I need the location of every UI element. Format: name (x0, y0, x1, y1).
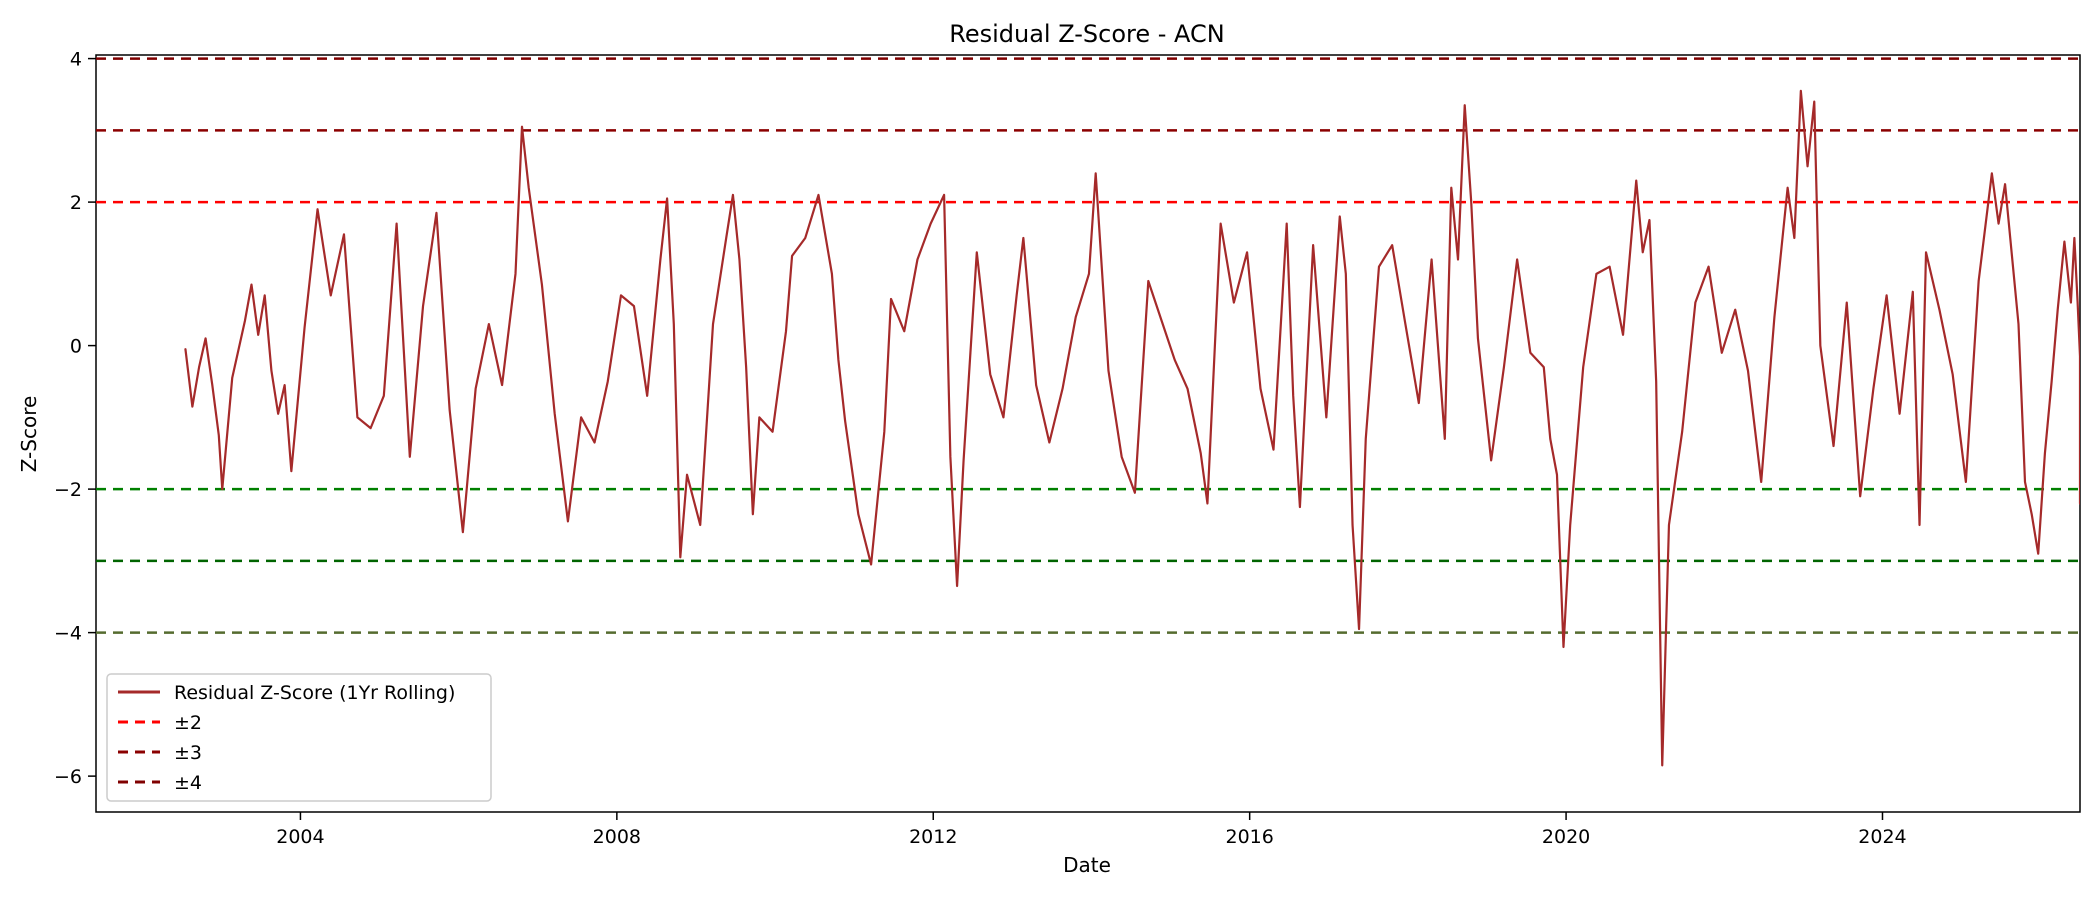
legend: Residual Z-Score (1Yr Rolling) ±2 ±3 ±4 (106, 673, 492, 802)
x-tick-label: 2020 (1542, 826, 1590, 848)
y-tick-label: −6 (54, 766, 82, 788)
legend-label-4: ±4 (174, 772, 202, 794)
x-tick-label: 2024 (1858, 826, 1906, 848)
x-axis: 2004 2008 2012 2016 2020 2024 (276, 812, 1907, 848)
y-tick-label: 4 (70, 49, 82, 71)
reference-lines (96, 57, 2080, 634)
y-tick-label: 0 (70, 336, 82, 358)
x-tick-label: 2008 (593, 826, 641, 848)
y-axis: 4 2 0 −2 −4 −6 (54, 49, 96, 788)
series-lines (184, 89, 2080, 767)
x-axis-label: Date (1063, 853, 1111, 877)
legend-label-3: ±3 (174, 742, 202, 764)
chart-title: Residual Z-Score - ACN (949, 20, 1225, 48)
x-tick-label: 2012 (909, 826, 957, 848)
y-tick-label: 2 (70, 192, 82, 214)
series-line-0 (184, 89, 2080, 767)
x-tick-label: 2004 (276, 826, 324, 848)
y-tick-label: −2 (54, 479, 82, 501)
y-axis-label: Z-Score (17, 396, 41, 473)
y-tick-label: −4 (54, 623, 82, 645)
legend-label-2: ±2 (174, 712, 202, 734)
legend-box (106, 673, 492, 802)
legend-label-series: Residual Z-Score (1Yr Rolling) (174, 682, 455, 704)
x-tick-label: 2016 (1225, 826, 1273, 848)
